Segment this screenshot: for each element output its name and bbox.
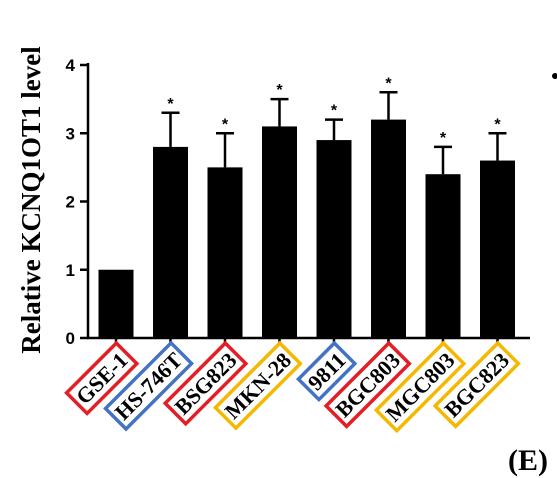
category-label-box: [212, 340, 303, 431]
category-label-box: [103, 340, 195, 432]
category-label-box: [432, 340, 521, 429]
y-tick-label: 3: [66, 124, 75, 143]
significance-star: *: [440, 130, 447, 147]
significance-star: *: [494, 116, 501, 133]
error-bars: [161, 91, 507, 175]
y-axis: 0 1 2 3 4: [66, 56, 90, 348]
bar: [316, 140, 352, 338]
y-tick-label: 2: [66, 193, 75, 212]
significance-star: *: [331, 103, 338, 120]
y-tick-label: 1: [66, 261, 75, 280]
category-label-box: [64, 340, 140, 416]
category-label-box: [295, 340, 358, 403]
x-axis: [87, 336, 530, 345]
y-tick-label: 0: [66, 329, 75, 348]
bar: [262, 126, 297, 338]
significance-star: *: [167, 96, 174, 113]
edge-dot: [552, 73, 557, 79]
bar: [425, 174, 461, 338]
category-label-box: [373, 340, 467, 434]
y-tick-label: 4: [66, 56, 76, 75]
category-label-box: [162, 340, 249, 427]
bars: [98, 119, 515, 338]
panel-label: (E): [508, 444, 548, 477]
bar: [98, 269, 134, 338]
significance-star: *: [385, 75, 392, 92]
bar: [153, 146, 188, 338]
category-label-group: 9811: [295, 340, 358, 403]
bar: [480, 160, 515, 338]
category-label-box: [323, 340, 412, 429]
bar: [207, 167, 243, 338]
significance-star: *: [222, 116, 229, 133]
bar: [371, 119, 406, 338]
y-axis-label: Relative KCNQ1OT1 level: [16, 46, 46, 354]
significance-markers: * * * * * * *: [167, 75, 501, 147]
significance-star: *: [276, 82, 283, 99]
